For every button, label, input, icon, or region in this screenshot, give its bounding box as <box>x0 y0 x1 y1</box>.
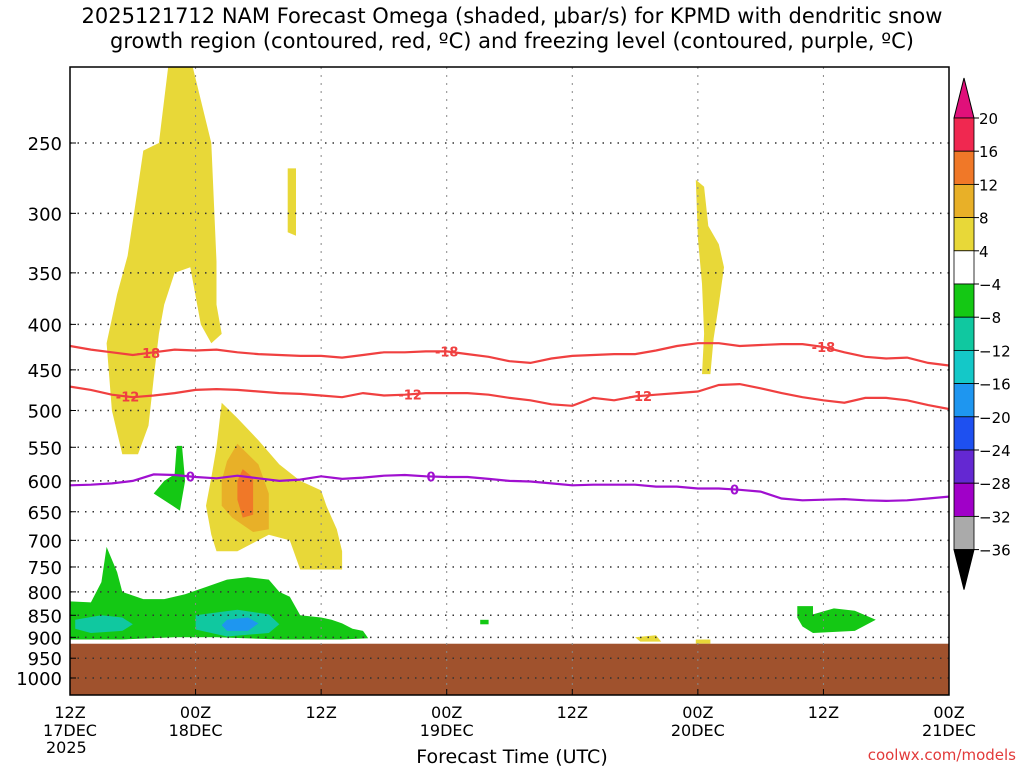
colorbar-label: −36 <box>979 542 1011 560</box>
omega-near-sfc-a <box>635 635 662 642</box>
colorbar-label: −24 <box>979 442 1011 460</box>
omega-upper-ascent <box>106 67 222 455</box>
y-tick-label: 750 <box>28 558 62 579</box>
omega-mid-ascent <box>206 402 343 570</box>
omega-shading <box>70 67 876 644</box>
omega-max-core <box>237 469 254 518</box>
x-tick-time: 12Z <box>557 703 588 722</box>
contour-label: 0 <box>186 470 195 485</box>
omega-low-descent-east <box>797 606 876 633</box>
y-tick-label: 300 <box>28 204 62 225</box>
year-label: 2025 <box>46 738 87 757</box>
colorbar-label: 12 <box>979 176 998 194</box>
x-tick-time: 00Z <box>933 703 964 722</box>
colorbar-segment <box>953 516 975 551</box>
colorbar-label: 8 <box>979 210 989 228</box>
y-tick-label: 900 <box>28 628 62 649</box>
y-tick-label: 650 <box>28 503 62 524</box>
y-tick-label: 850 <box>28 606 62 627</box>
colorbar-label: −8 <box>979 309 1001 327</box>
credit-link[interactable]: coolwx.com/models <box>867 746 1016 764</box>
terrain-fill <box>70 643 949 695</box>
x-tick-date: 17DEC <box>43 721 97 740</box>
y-tick-label: 800 <box>28 583 62 604</box>
plot-frame <box>69 66 950 696</box>
x-axis-label: Forecast Time (UTC) <box>416 746 608 768</box>
contour-label: -18 <box>435 345 459 360</box>
x-tick-time: 00Z <box>431 703 462 722</box>
contour-label: 0 <box>730 483 739 498</box>
x-tick-time: 12Z <box>808 703 839 722</box>
y-tick-label: 600 <box>28 472 62 493</box>
colorbar-segment <box>953 150 975 185</box>
colorbar-label: −32 <box>979 508 1011 526</box>
x-tick-time: 12Z <box>54 703 85 722</box>
omega-low-descent-west <box>70 546 369 640</box>
colorbar-segment <box>953 482 975 517</box>
contour-label: -18 <box>812 341 836 356</box>
colorbar-segment <box>953 383 975 418</box>
colorbar-segment <box>953 183 975 218</box>
y-tick-label: 550 <box>28 438 62 459</box>
colorbar-label: −28 <box>979 475 1011 493</box>
x-tick-date: 19DEC <box>420 721 474 740</box>
contour-label: -12 <box>398 388 422 403</box>
colorbar-label: 4 <box>979 243 989 261</box>
colorbar-label: 20 <box>979 110 998 128</box>
contour-label: -12 <box>629 390 653 405</box>
y-axis: 2503003504004505005506006507007508008509… <box>16 134 76 690</box>
x-tick-date: 21DEC <box>922 721 976 740</box>
x-tick-time: 00Z <box>682 703 713 722</box>
y-tick-label: 400 <box>28 315 62 336</box>
contour-label: 0 <box>426 470 435 485</box>
omega-fl-cell <box>153 445 186 511</box>
colorbar-label: 16 <box>979 143 998 161</box>
omega-low-descent-dot <box>480 619 489 625</box>
colorbar-segment <box>953 449 975 484</box>
omega-day3-plume <box>695 179 724 375</box>
colorbar-bottom-arrow <box>953 549 975 590</box>
x-tick-time: 00Z <box>180 703 211 722</box>
y-tick-label: 1000 <box>16 669 62 690</box>
omega-high-cell <box>287 168 296 236</box>
terrain-rect <box>70 643 949 695</box>
colorbar-label: −20 <box>979 409 1011 427</box>
colorbar: 20 16 12 8 4 −4 −8 −12 −16 −20 −24 −28 −32 −36 <box>953 77 1011 590</box>
chart-title: 2025121712 NAM Forecast Omega (shaded, μ… <box>81 4 943 53</box>
contour-line <box>70 473 949 503</box>
colorbar-top-arrow <box>953 77 975 119</box>
y-tick-label: 450 <box>28 361 62 382</box>
x-tick-date: 18DEC <box>169 721 223 740</box>
contour-label: -12 <box>116 391 140 406</box>
y-tick-label: 500 <box>28 402 62 423</box>
colorbar-label: −4 <box>979 276 1001 294</box>
colorbar-label: −16 <box>979 376 1011 394</box>
y-tick-label: 250 <box>28 134 62 155</box>
colorbar-segment <box>953 349 975 384</box>
omega-near-sfc-b <box>695 639 711 644</box>
contour-label: -18 <box>137 347 161 362</box>
x-tick-time: 12Z <box>305 703 336 722</box>
y-tick-label: 700 <box>28 531 62 552</box>
colorbar-segment <box>953 283 975 318</box>
colorbar-segment <box>953 250 975 285</box>
colorbar-segment <box>953 217 975 252</box>
omega-negative-16 <box>221 617 259 631</box>
temperature-contours: -18 -18 -18 -12 -12 -12 0 0 0 <box>70 341 949 503</box>
colorbar-segment <box>953 117 975 152</box>
colorbar-segment <box>953 316 975 351</box>
colorbar-label: −12 <box>979 342 1011 360</box>
x-tick-date: 20DEC <box>671 721 725 740</box>
colorbar-segment <box>953 416 975 451</box>
contour-line <box>70 342 949 367</box>
y-tick-label: 950 <box>28 649 62 670</box>
y-tick-label: 350 <box>28 264 62 285</box>
contour-line <box>70 382 949 411</box>
omega-negative-8 <box>75 615 133 633</box>
